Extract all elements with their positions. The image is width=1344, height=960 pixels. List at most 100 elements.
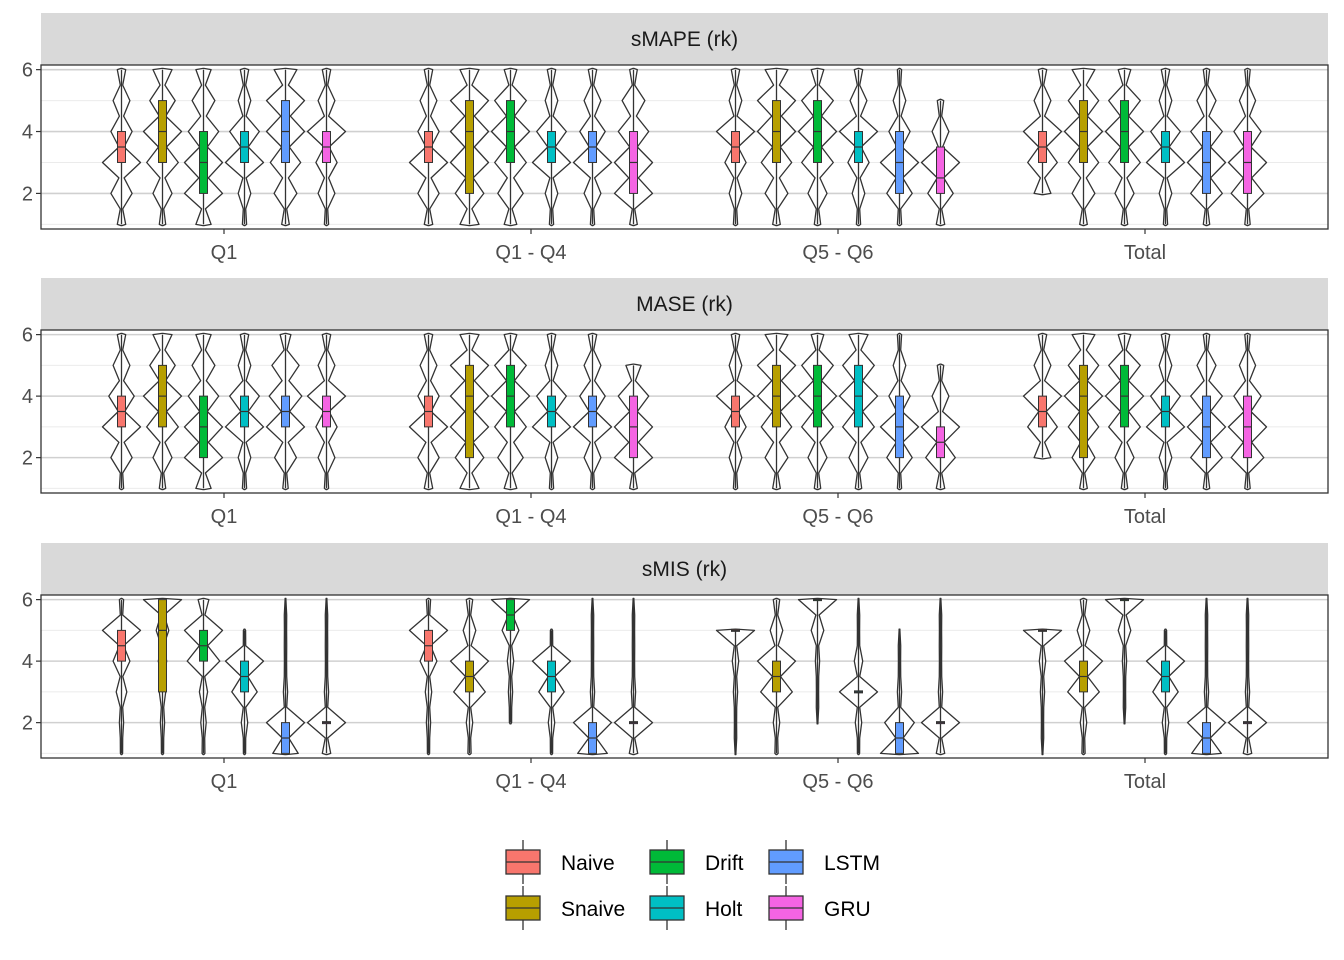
violin-total-drift (1104, 597, 1145, 725)
y-tick-label: 4 (22, 651, 33, 673)
violin-q1-q4-naive (408, 332, 449, 491)
violin-total-drift (1104, 332, 1145, 491)
box (158, 599, 167, 693)
violin-total-lstm (1186, 332, 1227, 491)
violin-total-naive (1022, 67, 1063, 196)
violin-q1-holt (224, 67, 265, 227)
violin-q1-q4-lstm (572, 67, 613, 227)
panel-mase-rk: MASE (rk) 2 4 6 Q1 Q1 - Q4 Q5 - Q6 Total (22, 278, 1329, 528)
violin-q1-drift (183, 332, 224, 491)
violin-total-lstm (1186, 67, 1227, 227)
violin-total-lstm (1186, 597, 1227, 756)
violin-q1-holt (224, 332, 265, 491)
violin-q1-q4-gru (613, 363, 654, 491)
violin-q1-q4-gru (613, 67, 654, 227)
violin-q5-q6-naive (715, 628, 756, 756)
legend-label: Naive (561, 852, 615, 875)
violin-q5-q6-holt (838, 67, 879, 227)
violin-q1-lstm (265, 332, 306, 491)
violin-q5-q6-drift (797, 597, 838, 725)
violin-total-holt (1145, 628, 1186, 756)
box (936, 146, 945, 194)
violin-q5-q6-lstm (879, 67, 920, 227)
panel-border (40, 329, 1329, 494)
x-tick-label: Q5 - Q6 (802, 506, 873, 528)
panel-smis-rk: sMIS (rk) 2 4 6 Q1 Q1 - Q4 Q5 - Q6 Total (22, 543, 1329, 793)
violin-q1-q4-lstm (572, 332, 613, 491)
legend-label: LSTM (824, 852, 880, 875)
violin-q5-q6-gru (920, 98, 961, 227)
y-tick-label: 6 (22, 325, 33, 347)
violin-q1-q4-drift (490, 332, 531, 491)
x-tick-label: Q1 - Q4 (495, 242, 566, 264)
legend-item-naive: Naive (505, 840, 615, 884)
violin-q1-lstm (265, 597, 306, 756)
violin-q1-drift (183, 597, 224, 756)
violin-q1-snaive (142, 67, 183, 227)
legend-item-holt: Holt (649, 886, 743, 930)
violin-q5-q6-snaive (756, 332, 797, 491)
violin-q1-naive (101, 332, 142, 491)
violin-q1-q4-holt (531, 628, 572, 756)
violin-q1-q4-holt (531, 67, 572, 227)
legend-item-snaive: Snaive (505, 886, 625, 930)
violin-total-naive (1022, 332, 1063, 460)
x-tick-label: Total (1124, 506, 1166, 528)
x-tick-label: Q1 (211, 506, 238, 528)
violin-total-snaive (1063, 67, 1104, 227)
plot-area (41, 330, 1328, 493)
violin-q1-gru (306, 332, 347, 491)
y-tick-label: 2 (22, 713, 33, 735)
violin-q5-q6-holt (838, 332, 879, 491)
violin-q1-q4-drift (490, 67, 531, 227)
violin-q1-q4-snaive (449, 67, 490, 227)
legend-item-drift: Drift (649, 840, 744, 884)
violin-total-holt (1145, 332, 1186, 491)
x-tick-label: Q1 - Q4 (495, 506, 566, 528)
y-tick-label: 6 (22, 60, 33, 82)
panel-strip (41, 543, 1328, 595)
panel-smape-rk: sMAPE (rk) 2 4 6 Q1 Q1 - Q4 Q5 - Q6 Total (22, 13, 1329, 264)
violin-q1-q4-holt (531, 332, 572, 491)
panel-title: sMIS (rk) (642, 558, 727, 581)
legend-label: Snaive (561, 898, 625, 921)
violin-q5-q6-holt (838, 597, 879, 756)
violin-q5-q6-drift (797, 67, 838, 227)
y-tick-label: 4 (22, 122, 33, 144)
violin-q5-q6-naive (715, 332, 756, 491)
x-tick-label: Total (1124, 771, 1166, 793)
violin-q5-q6-snaive (756, 67, 797, 227)
x-tick-label: Total (1124, 242, 1166, 264)
panel-strip (41, 278, 1328, 330)
legend-label: Holt (705, 898, 743, 921)
violin-q1-q4-snaive (449, 332, 490, 491)
violin-q5-q6-gru (920, 597, 961, 756)
violin-q5-q6-snaive (756, 597, 797, 756)
box (465, 364, 474, 459)
violin-q5-q6-lstm (879, 332, 920, 491)
x-tick-label: Q1 (211, 242, 238, 264)
violin-q1-q4-naive (408, 67, 449, 227)
violin-q1-q4-gru (613, 597, 654, 756)
y-tick-label: 2 (22, 183, 33, 205)
violin-q1-gru (306, 597, 347, 756)
panel-strip (41, 13, 1328, 65)
violin-total-snaive (1063, 332, 1104, 491)
violin-q5-q6-lstm (879, 628, 920, 756)
x-tick-label: Q1 (211, 771, 238, 793)
violin-q1-q4-lstm (572, 597, 613, 756)
plot-area (41, 65, 1328, 229)
violin-total-drift (1104, 67, 1145, 227)
legend-item-gru: GRU (768, 886, 871, 930)
violin-total-naive (1022, 628, 1063, 756)
legend-item-lstm: LSTM (768, 840, 880, 884)
violin-q1-gru (306, 67, 347, 227)
x-tick-label: Q5 - Q6 (802, 242, 873, 264)
x-tick-label: Q5 - Q6 (802, 771, 873, 793)
violin-q1-snaive (142, 332, 183, 491)
violin-q1-snaive (142, 597, 183, 756)
violin-q5-q6-naive (715, 67, 756, 227)
violin-q1-q4-snaive (449, 597, 490, 756)
